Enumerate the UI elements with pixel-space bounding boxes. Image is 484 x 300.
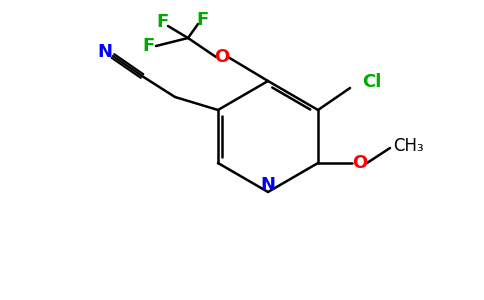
- Text: N: N: [97, 43, 112, 61]
- Text: CH₃: CH₃: [393, 137, 424, 155]
- Text: Cl: Cl: [363, 73, 382, 91]
- Text: F: F: [196, 11, 208, 29]
- Text: F: F: [156, 13, 168, 31]
- Text: N: N: [260, 176, 275, 194]
- Text: F: F: [142, 37, 154, 55]
- Text: O: O: [214, 48, 229, 66]
- Text: O: O: [352, 154, 368, 172]
